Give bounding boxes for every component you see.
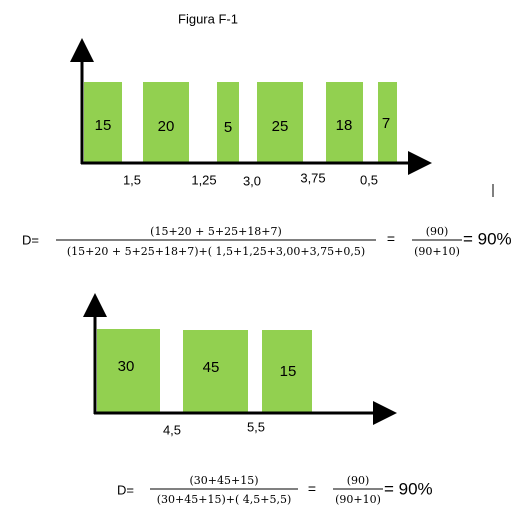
bar-label: 15 xyxy=(280,363,297,380)
numerator: (30+45+15) xyxy=(189,474,258,487)
denominator: (15+20 + 5+25+18+7)+( 1,5+1,25+3,00+3,75… xyxy=(67,245,365,258)
bar-label: 30 xyxy=(118,358,135,375)
bar-label: 18 xyxy=(336,117,353,134)
equals: = xyxy=(387,231,395,247)
bar xyxy=(97,329,160,412)
figure-1: 15 20 5 25 18 7 1,5 1,25 3,0 3,75 0,5 xyxy=(70,38,494,197)
numerator: (90) xyxy=(426,225,449,238)
gap-label: 3,75 xyxy=(300,170,325,185)
gap-label: 5,5 xyxy=(247,419,265,434)
bar xyxy=(84,82,122,163)
gap-label: 1,5 xyxy=(123,172,141,187)
bar xyxy=(378,82,397,163)
denominator: (90+10) xyxy=(414,245,460,258)
formula-lhs: D= xyxy=(22,232,39,247)
bar xyxy=(257,82,303,163)
numerator: (15+20 + 5+25+18+7) xyxy=(150,225,282,238)
gap-label: 4,5 xyxy=(163,422,181,437)
bar-label: 20 xyxy=(158,118,175,135)
result: = 90% xyxy=(463,229,512,248)
bar xyxy=(326,82,363,163)
bar-label: 25 xyxy=(272,118,289,135)
result: = 90% xyxy=(384,479,433,498)
formula-1: D= (15+20 + 5+25+18+7) (15+20 + 5+25+18+… xyxy=(22,225,512,258)
bar-label: 5 xyxy=(224,119,232,136)
formula-lhs: D= xyxy=(117,482,134,497)
formula-2: D= (30+45+15) (30+45+15)+( 4,5+5,5) = (9… xyxy=(117,474,433,506)
bar xyxy=(217,82,239,163)
title: Figura F-1 xyxy=(178,11,238,26)
bar-label: 7 xyxy=(382,115,390,132)
figure-2: 30 45 15 4,5 5,5 xyxy=(83,293,397,437)
equals: = xyxy=(308,481,316,497)
denominator: (30+45+15)+( 4,5+5,5) xyxy=(157,493,292,506)
bar-label: 45 xyxy=(203,359,220,376)
bar xyxy=(262,330,312,412)
gap-label: 1,25 xyxy=(191,172,216,187)
bar xyxy=(183,330,248,412)
gap-label: 0,5 xyxy=(360,172,378,187)
numerator: (90) xyxy=(347,474,370,487)
bar xyxy=(143,82,189,163)
denominator: (90+10) xyxy=(335,493,381,506)
gap-label: 3,0 xyxy=(243,173,261,188)
bar-label: 15 xyxy=(95,117,112,134)
